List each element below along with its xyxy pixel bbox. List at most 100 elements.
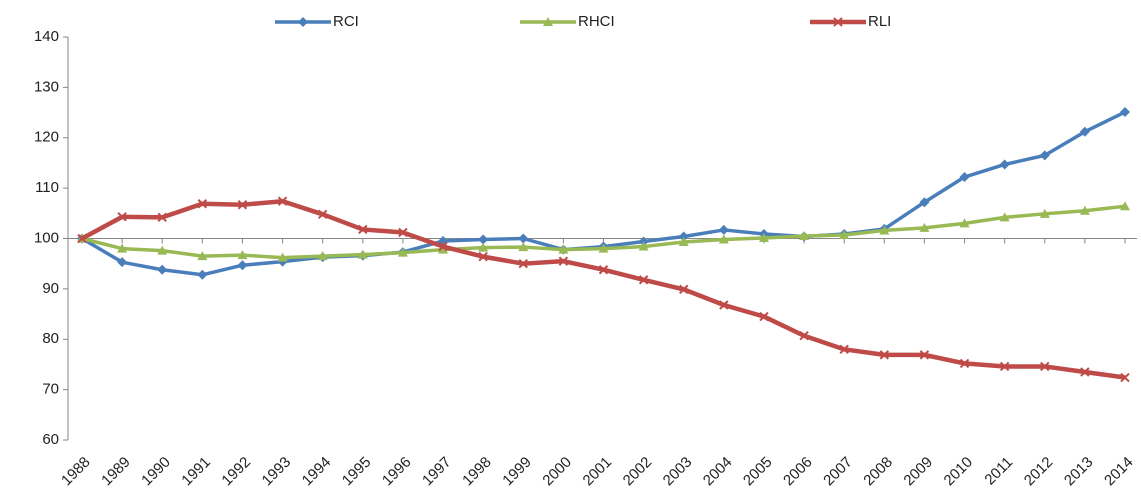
point <box>1120 372 1130 383</box>
point <box>678 231 689 242</box>
x-tick-label: 1993 <box>259 454 295 490</box>
x-tick-label: 2014 <box>1101 454 1137 490</box>
point <box>959 358 970 369</box>
point <box>1079 205 1090 215</box>
x-tick-label: 2010 <box>941 454 977 490</box>
point <box>157 245 168 255</box>
point <box>1079 126 1090 137</box>
point <box>759 311 769 322</box>
series-line <box>80 198 1126 380</box>
point <box>543 17 553 26</box>
x-tick-label: 2005 <box>740 454 776 490</box>
point <box>478 251 488 262</box>
y-tick-label: 140 <box>34 28 59 45</box>
point <box>839 344 849 355</box>
point <box>959 172 970 183</box>
point <box>518 242 529 252</box>
x-tick-label: 2011 <box>981 454 1016 489</box>
y-tick-label: 130 <box>34 78 59 95</box>
series <box>77 201 1130 262</box>
point <box>237 250 248 260</box>
point <box>518 258 528 269</box>
y-tick-label: 100 <box>34 229 59 246</box>
point <box>558 244 569 254</box>
point <box>558 256 569 266</box>
x-tick-label: 1989 <box>98 454 134 490</box>
series <box>77 196 1130 383</box>
point <box>1120 201 1130 211</box>
point <box>839 229 850 239</box>
x-tick-label: 2003 <box>660 454 696 490</box>
point <box>679 284 689 295</box>
x-tick-label: 2007 <box>820 454 856 490</box>
point <box>1120 107 1130 118</box>
y-tick-label: 110 <box>35 179 59 196</box>
point <box>919 350 930 360</box>
point <box>1040 361 1050 372</box>
point <box>799 331 809 341</box>
point <box>1039 150 1050 161</box>
point <box>117 243 128 253</box>
point <box>638 236 649 247</box>
point <box>718 224 729 235</box>
point <box>478 242 489 252</box>
point <box>758 232 769 242</box>
x-tick-label: 1990 <box>138 454 174 490</box>
x-tick-label: 1999 <box>499 454 535 490</box>
point <box>277 196 288 206</box>
x-tick-label: 2009 <box>900 454 936 490</box>
point <box>833 17 843 27</box>
point <box>438 241 448 252</box>
point <box>598 265 609 275</box>
point <box>598 243 609 253</box>
x-tick-label: 1994 <box>299 454 335 490</box>
point <box>317 209 328 220</box>
point <box>157 212 167 223</box>
x-tick-label: 2000 <box>539 454 575 490</box>
point <box>879 225 890 235</box>
point <box>799 230 810 240</box>
point <box>157 264 168 275</box>
point <box>237 200 248 210</box>
point <box>638 275 649 285</box>
point <box>518 233 529 244</box>
point <box>197 269 208 280</box>
point <box>117 257 128 268</box>
x-tick-label: 1997 <box>419 454 455 490</box>
point <box>678 237 689 247</box>
point <box>999 212 1010 222</box>
point <box>438 244 449 254</box>
x-tick-label: 2006 <box>780 454 816 490</box>
legend-label: RLI <box>868 13 891 30</box>
point <box>999 361 1010 372</box>
point <box>1080 367 1090 377</box>
x-tick-label: 2004 <box>700 454 736 490</box>
y-tick-label: 90 <box>42 280 59 297</box>
x-tick-label: 2008 <box>860 454 896 490</box>
point <box>718 234 729 244</box>
point <box>117 212 127 222</box>
point <box>397 247 408 257</box>
y-tick-label: 60 <box>42 431 59 448</box>
point <box>77 233 87 244</box>
point <box>999 159 1010 170</box>
point <box>357 249 368 259</box>
x-tick-label: 1996 <box>379 454 415 490</box>
point <box>719 300 729 310</box>
y-tick-label: 70 <box>42 381 59 398</box>
point <box>478 234 489 245</box>
point <box>358 224 368 235</box>
x-tick-label: 2002 <box>620 454 656 490</box>
point <box>277 252 288 262</box>
point <box>197 199 208 209</box>
point <box>398 227 408 238</box>
point <box>298 17 308 27</box>
point <box>879 350 890 360</box>
point <box>197 251 208 261</box>
point <box>237 260 248 271</box>
x-tick-label: 2012 <box>1021 454 1057 490</box>
point <box>1039 208 1050 218</box>
point <box>919 222 930 232</box>
legend-label: RCI <box>333 13 359 30</box>
